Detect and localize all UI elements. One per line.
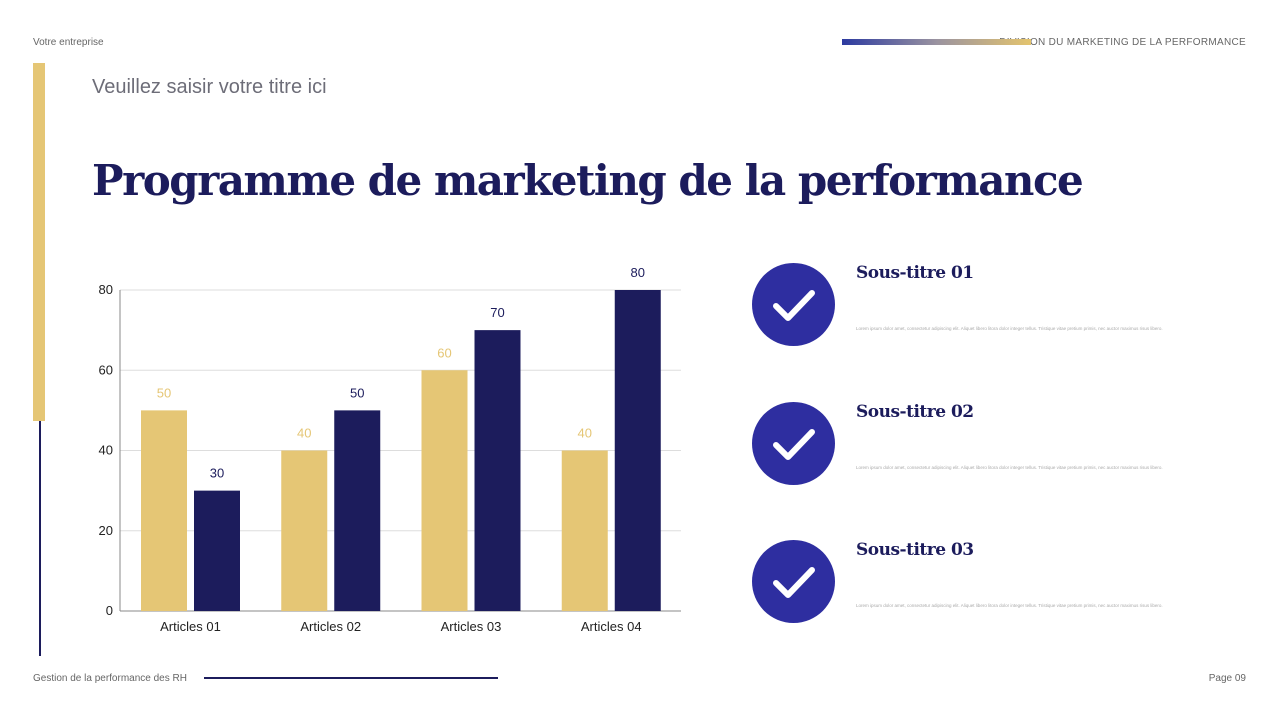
- data-label: 60: [437, 345, 451, 360]
- bar: [421, 370, 468, 611]
- data-label: 80: [631, 265, 645, 280]
- bar: [561, 450, 608, 611]
- bar: [474, 330, 521, 611]
- subtitle: Veuillez saisir votre titre ici: [92, 76, 327, 98]
- division-label: DIVISION DU MARKETING DE LA PERFORMANCE: [999, 37, 1246, 48]
- bar: [194, 490, 240, 611]
- bar: [334, 410, 381, 611]
- item-title: Sous-titre 01: [856, 263, 974, 283]
- list-item: Sous-titre 02 Lorem ipsum dolor amet, co…: [752, 402, 1192, 492]
- x-tick-label: Articles 01: [160, 619, 221, 634]
- y-tick-label: 40: [99, 443, 113, 458]
- data-label: 50: [350, 385, 364, 400]
- y-tick-label: 20: [99, 523, 113, 538]
- data-label: 30: [210, 466, 224, 481]
- data-label: 70: [490, 305, 504, 320]
- bar: [614, 290, 661, 611]
- data-label: 40: [297, 426, 311, 441]
- bar: [281, 450, 328, 611]
- page-number: Page 09: [1208, 673, 1246, 684]
- company-name: Votre entreprise: [33, 37, 104, 48]
- item-title: Sous-titre 03: [856, 540, 974, 560]
- check-icon: [752, 263, 835, 346]
- bar-chart: 0 20 40 60 80 50 30 Articles 01 40 50 Articles 02 6…: [99, 265, 681, 634]
- list-item: Sous-titre 03 Lorem ipsum dolor amet, co…: [752, 540, 1192, 630]
- y-tick-label: 80: [99, 282, 113, 297]
- data-label: 40: [578, 426, 592, 441]
- list-item: Sous-titre 01 Lorem ipsum dolor amet, co…: [752, 263, 1192, 353]
- item-text: Lorem ipsum dolor amet, consectetur adip…: [856, 465, 1163, 470]
- navy-accent-line: [39, 421, 41, 656]
- y-tick-label: 0: [106, 603, 113, 618]
- item-text: Lorem ipsum dolor amet, consectetur adip…: [856, 326, 1163, 331]
- y-tick-label: 60: [99, 362, 113, 377]
- x-tick-label: Articles 04: [581, 619, 642, 634]
- x-tick-label: Articles 02: [300, 619, 361, 634]
- gradient-bar: [842, 39, 1031, 45]
- page-title: Programme de marketing de la performance: [92, 156, 1084, 205]
- item-text: Lorem ipsum dolor amet, consectetur adip…: [856, 603, 1163, 608]
- item-title: Sous-titre 02: [856, 402, 974, 422]
- gold-accent-bar: [33, 63, 45, 421]
- check-icon: [752, 540, 835, 623]
- footer-line: [204, 677, 498, 679]
- check-icon: [752, 402, 835, 485]
- footer-text: Gestion de la performance des RH: [33, 673, 187, 684]
- x-tick-label: Articles 03: [441, 619, 502, 634]
- data-label: 50: [157, 385, 171, 400]
- bar: [141, 410, 187, 611]
